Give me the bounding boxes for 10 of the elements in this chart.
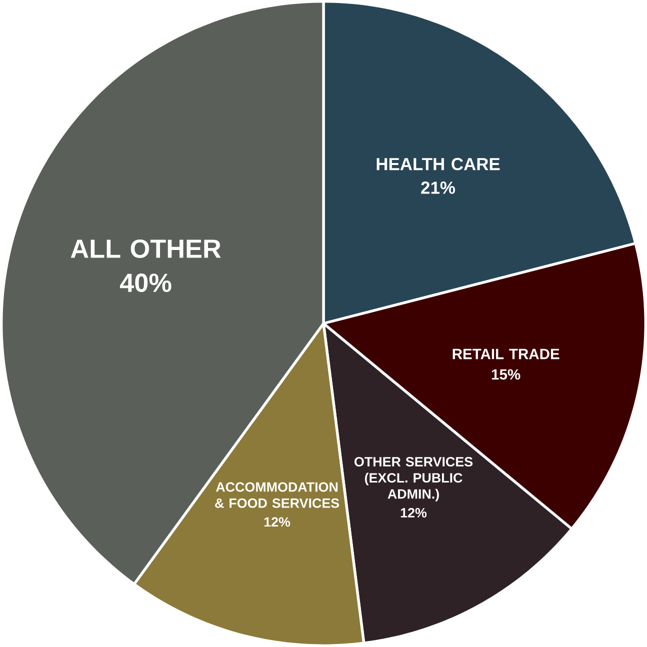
slice-label: ALL OTHER — [70, 239, 221, 258]
slice-label: OTHER SERVICES (EXCL. PUBLIC ADMIN.) — [354, 456, 473, 502]
slice-label: RETAIL TRADE — [452, 348, 560, 360]
data-label: 21% — [421, 182, 456, 194]
slice-label: HEALTH CARE — [376, 158, 500, 170]
slice-label: ACCOMMODATION & FOOD SERVICES — [215, 482, 340, 508]
data-label: 12% — [400, 508, 427, 518]
data-label: 15% — [492, 369, 520, 380]
data-label: 40% — [120, 274, 172, 292]
data-label: 12% — [264, 517, 290, 527]
